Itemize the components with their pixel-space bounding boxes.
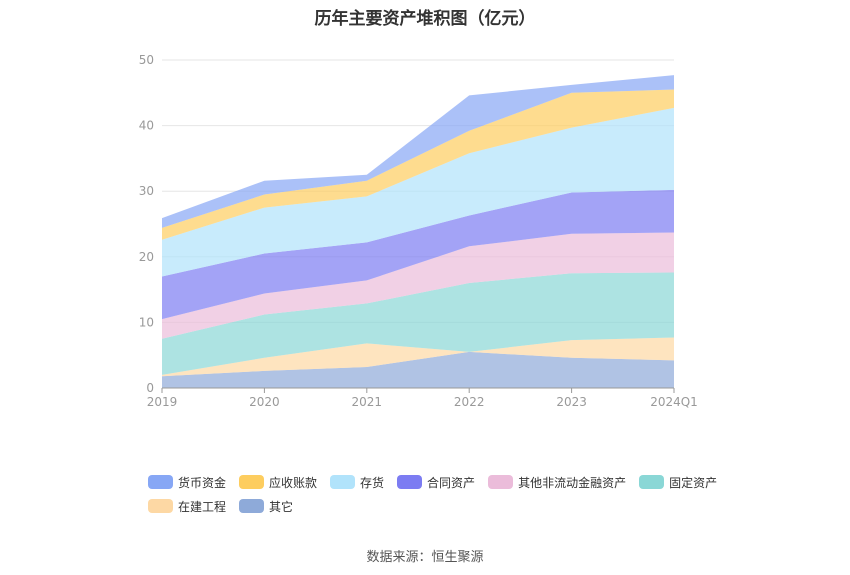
legend-item[interactable]: 在建工程 (148, 498, 226, 514)
legend-item[interactable]: 应收账款 (239, 474, 317, 490)
x-tick-label: 2022 (454, 395, 485, 409)
legend-swatch (148, 499, 173, 513)
x-tick-label: 2024Q1 (650, 395, 698, 409)
legend-item[interactable]: 固定资产 (639, 474, 717, 490)
data-source: 数据来源：恒生聚源 (366, 550, 484, 565)
area-固定资产[interactable] (162, 272, 674, 375)
stacked-area-chart: 0 10 20 30 40 50 2019 2020 2021 2022 2023 2024Q1 (139, 53, 698, 409)
area-合同资产[interactable] (162, 189, 674, 320)
legend-label: 存货 (360, 475, 385, 490)
axes: 0 10 20 30 40 50 2019 2020 2021 2022 2023 2024Q1 (139, 53, 698, 409)
area-在建工程[interactable] (162, 337, 674, 377)
area-其他非流动金融资产[interactable] (162, 232, 674, 339)
y-tick-label: 20 (139, 250, 154, 264)
legend-label: 其它 (269, 499, 294, 514)
legend-label: 在建工程 (178, 499, 227, 514)
legend-label: 合同资产 (427, 475, 476, 490)
legend-item[interactable]: 合同资产 (397, 474, 475, 490)
legend-label: 货币资金 (178, 475, 227, 490)
y-tick-label: 10 (139, 315, 154, 329)
legend-label: 固定资产 (669, 475, 718, 490)
legend-swatch (148, 475, 173, 489)
legend-item[interactable]: 其它 (239, 498, 293, 514)
y-tick-label: 50 (139, 53, 154, 67)
area-存货[interactable] (162, 107, 674, 277)
legend-swatch (639, 475, 665, 489)
legend-swatch (397, 475, 423, 489)
x-tick-label: 2020 (249, 395, 280, 409)
legend-swatch (239, 499, 265, 513)
x-tick-label: 2023 (556, 395, 587, 409)
y-tick-label: 0 (146, 381, 154, 395)
legend-swatch (239, 475, 265, 489)
legend-item[interactable]: 其他非流动金融资产 (488, 474, 626, 490)
x-tick-label: 2019 (147, 395, 178, 409)
area-货币资金[interactable] (162, 75, 674, 228)
area-series (162, 75, 674, 388)
legend-item[interactable]: 存货 (330, 474, 384, 490)
legend-swatch (488, 475, 514, 489)
legend-label: 其他非流动金融资产 (518, 475, 627, 490)
legend-item[interactable]: 货币资金 (148, 474, 226, 490)
area-其它[interactable] (162, 351, 674, 388)
area-应收账款[interactable] (162, 89, 674, 240)
legend-label: 应收账款 (269, 475, 318, 490)
legend: 货币资金 应收账款 存货 合同资产 其他非流动金融资产 固定资产在建工程 其它 (148, 474, 748, 514)
x-tick-label: 2021 (352, 395, 383, 409)
y-tick-label: 40 (139, 119, 154, 133)
chart-title: 历年主要资产堆积图（亿元） (314, 9, 536, 29)
y-tick-label: 30 (139, 184, 154, 198)
legend-swatch (330, 475, 356, 489)
